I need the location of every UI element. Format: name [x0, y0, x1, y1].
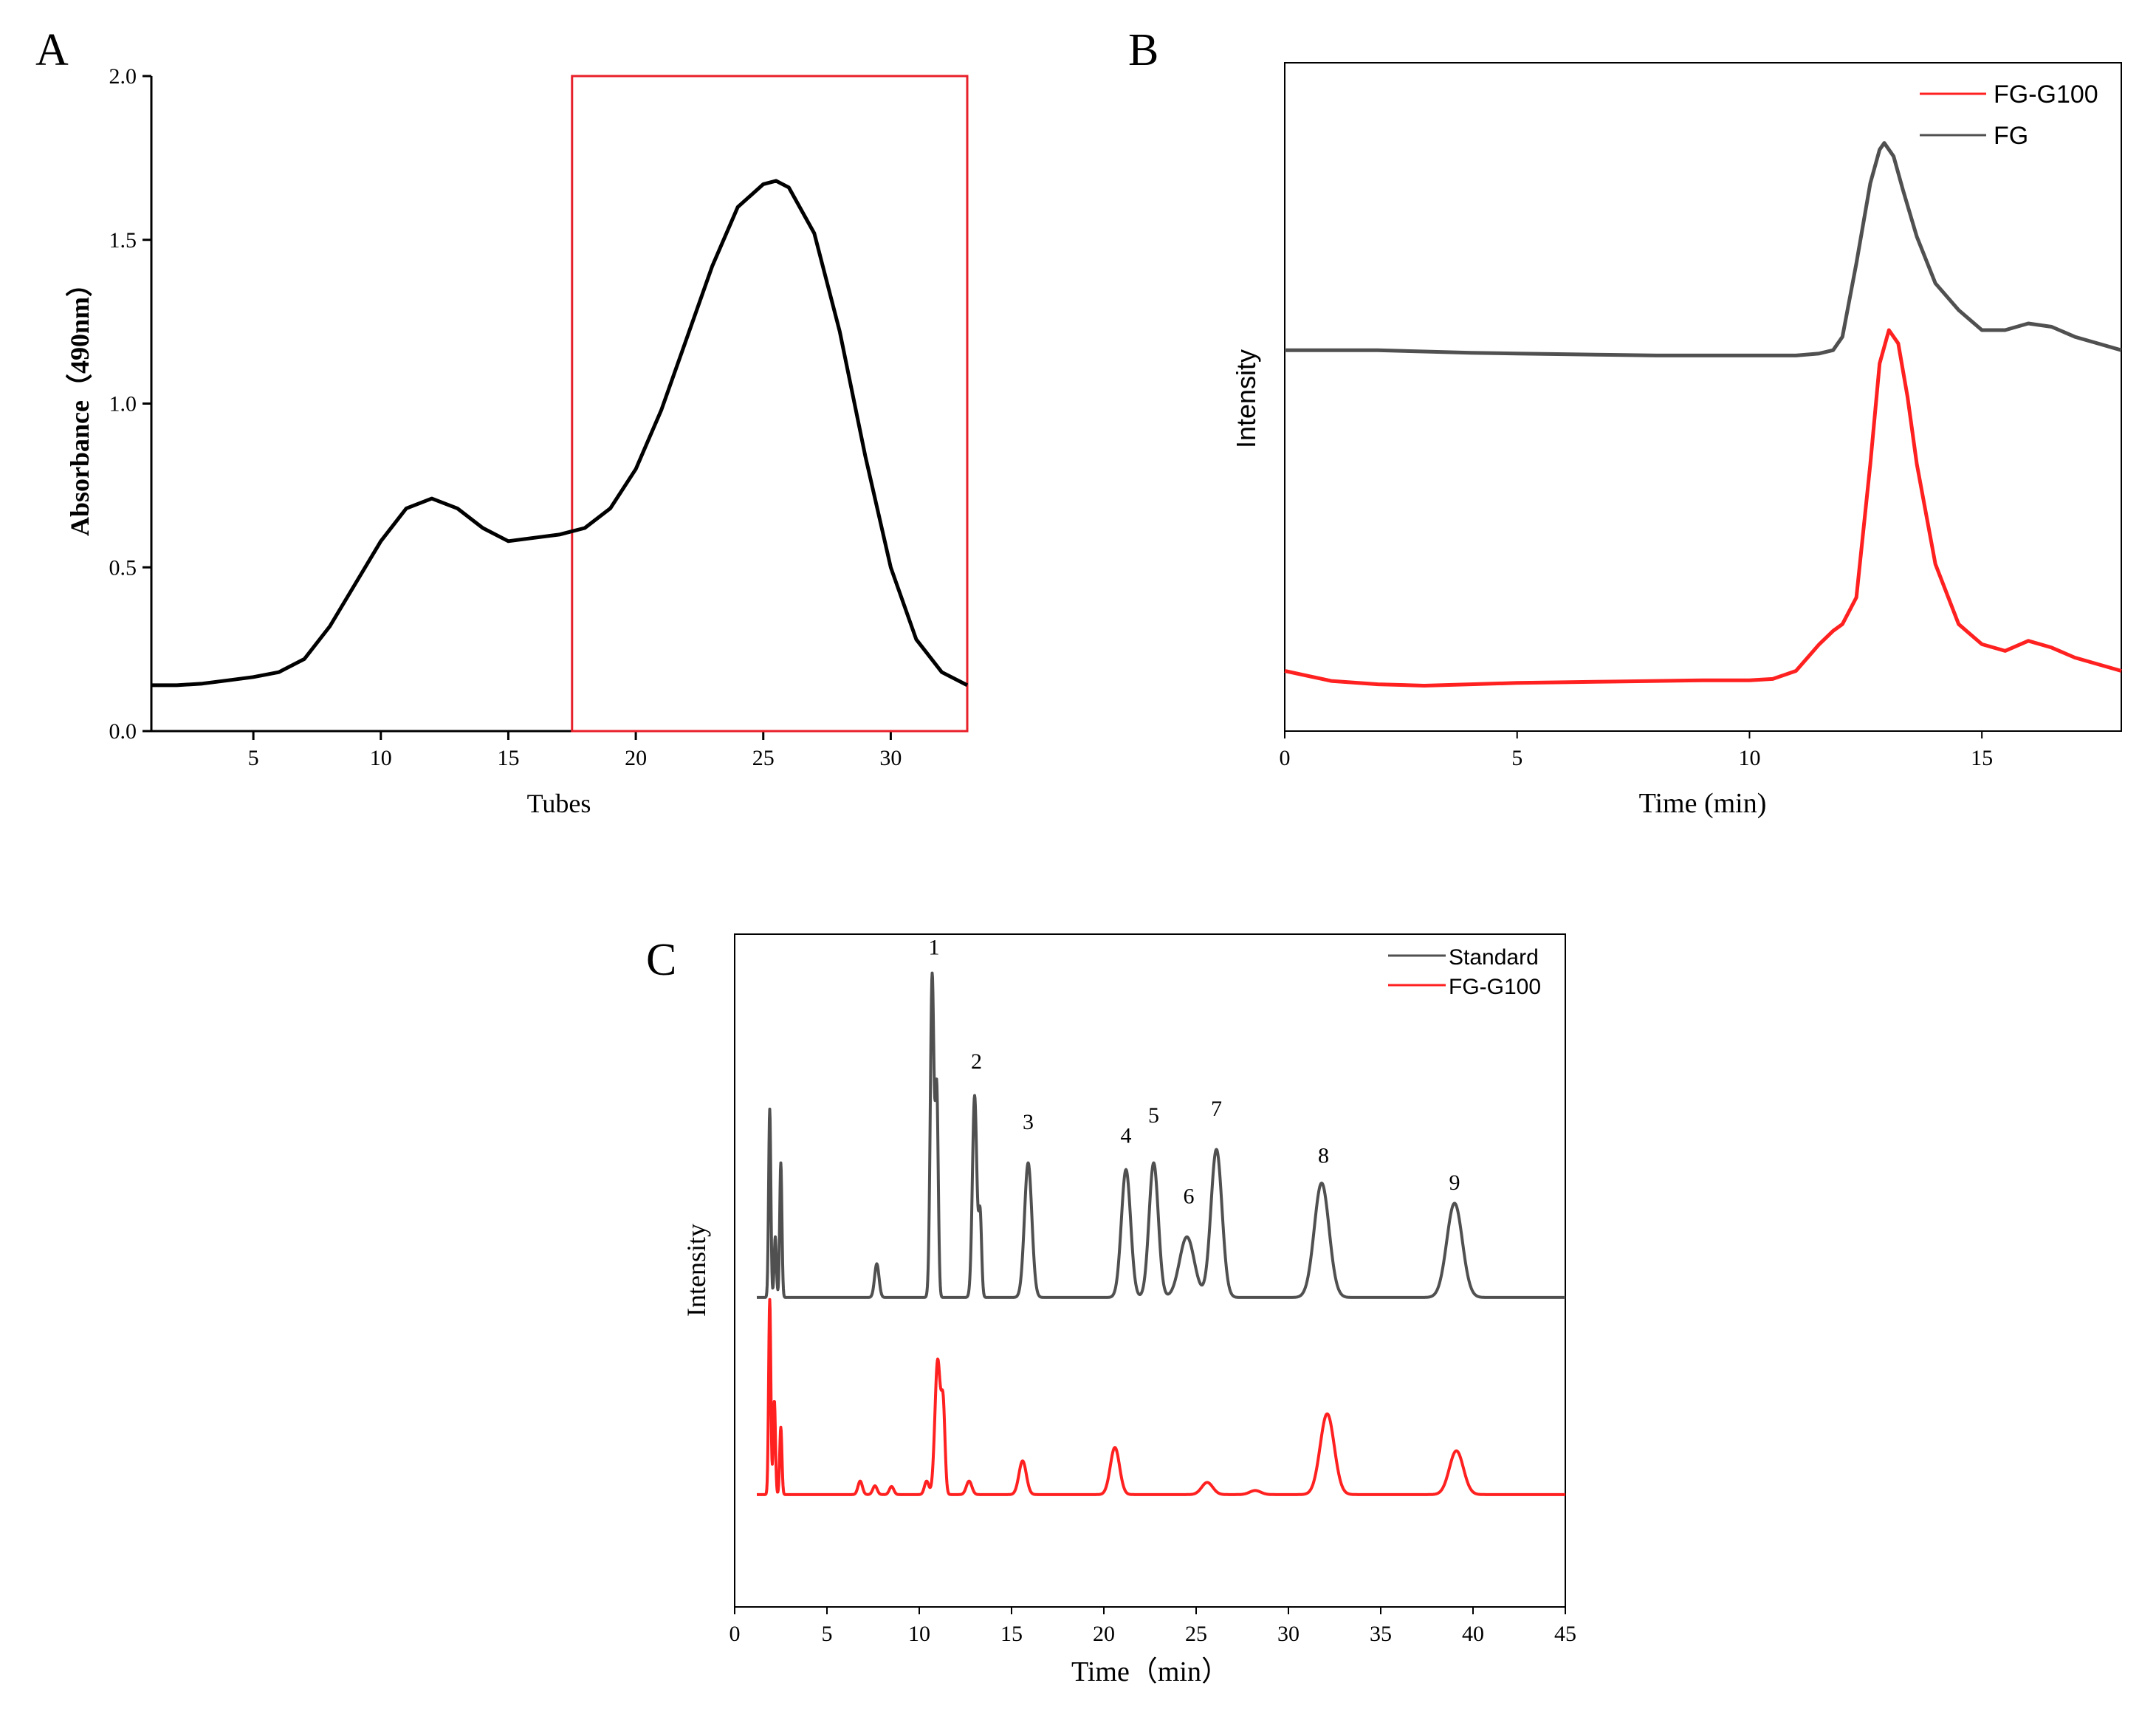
peak-label: 5 — [1148, 1103, 1159, 1128]
panel-a-letter: A — [35, 25, 69, 75]
x-tick-label: 5 — [1511, 746, 1522, 770]
panel-b-y-axis-title: Intensity — [1231, 349, 1261, 448]
series-line-fg-g100 — [1284, 328, 2122, 688]
panel-a-plot-area: 5 10 15 20 25 30 0.0 0.5 1.0 1.5 2.0 — [109, 64, 969, 770]
panel-b-legend: FG-G100 FG — [1920, 80, 2098, 150]
panel-a-x-axis-title: Tubes — [527, 789, 591, 818]
x-tick-label: 15 — [1971, 746, 1993, 770]
highlight-box — [571, 75, 969, 733]
panel-b: B 0 5 10 15 FG-G100 FG Time (min) Intensity — [1128, 25, 2122, 819]
peak-label: 2 — [971, 1049, 982, 1074]
x-tick-label: 20 — [625, 746, 647, 770]
peak-label: 9 — [1449, 1170, 1460, 1195]
series-line-absorbance — [151, 179, 969, 688]
panel-c-frame — [734, 933, 1566, 1608]
panel-a: A 5 10 15 20 25 30 0.0 0.5 1.0 1.5 2.0 Tubes Absor… — [35, 25, 969, 818]
x-tick-label: 40 — [1462, 1622, 1484, 1646]
series-line-fg — [1285, 141, 2122, 357]
x-tick-label: 45 — [1554, 1622, 1576, 1646]
x-tick-label: 5 — [248, 746, 259, 770]
panel-b-x-axis-title: Time (min) — [1639, 788, 1767, 819]
x-tick-label: 30 — [879, 746, 902, 770]
panel-a-y-axis-title: Absorbance（490nm） — [65, 270, 95, 536]
y-tick-label: 0.5 — [109, 555, 137, 580]
y-tick-label: 1.0 — [109, 392, 137, 416]
panel-c-y-axis-title: Intensity — [682, 1224, 711, 1317]
panel-b-letter: B — [1128, 25, 1158, 75]
x-tick-label: 15 — [1000, 1622, 1023, 1646]
panel-c-x-axis-title: Time（min） — [1071, 1656, 1229, 1687]
series-line-fg-g100 — [755, 1298, 1567, 1496]
x-tick-label: 5 — [822, 1622, 833, 1646]
peak-label: 8 — [1318, 1144, 1329, 1168]
x-tick-label: 15 — [497, 746, 519, 770]
peak-label: 4 — [1121, 1123, 1132, 1148]
panel-c-legend: Standard FG-G100 — [1388, 945, 1541, 999]
series-line-standard — [755, 971, 1567, 1299]
x-tick-label: 30 — [1277, 1622, 1300, 1646]
x-tick-label: 25 — [1185, 1622, 1207, 1646]
x-tick-label: 10 — [908, 1622, 930, 1646]
x-tick-label: 25 — [752, 746, 775, 770]
legend-label-fg-g100-c: FG-G100 — [1449, 975, 1541, 999]
x-tick-label: 10 — [370, 746, 392, 770]
peak-label: 7 — [1211, 1097, 1222, 1121]
legend-label-standard: Standard — [1449, 945, 1539, 970]
x-tick-label: 0 — [1280, 746, 1291, 770]
peak-label: 1 — [929, 935, 940, 959]
panel-c-letter: C — [646, 935, 676, 985]
panel-b-plot-area: 0 5 10 15 FG-G100 FG — [1280, 62, 2122, 770]
y-tick-label: 1.5 — [109, 228, 137, 253]
legend-label-fg: FG — [1994, 122, 2028, 150]
x-tick-label: 0 — [729, 1622, 741, 1646]
y-tick-label: 0.0 — [109, 719, 137, 744]
panel-b-frame — [1284, 62, 2122, 732]
peak-label: 6 — [1184, 1184, 1195, 1208]
x-tick-label: 20 — [1093, 1622, 1115, 1646]
y-tick-label: 2.0 — [109, 64, 137, 89]
x-tick-label: 35 — [1370, 1622, 1392, 1646]
peak-label: 3 — [1023, 1110, 1034, 1134]
legend-label-fg-g100: FG-G100 — [1994, 80, 2098, 109]
x-tick-label: 10 — [1738, 746, 1760, 770]
